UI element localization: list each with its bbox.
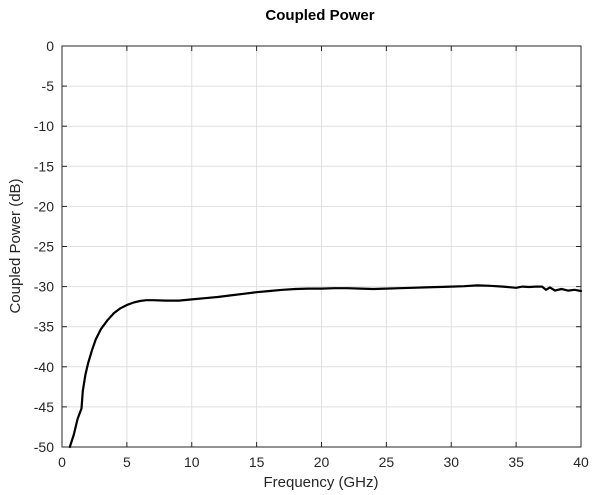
chart-title: Coupled Power: [265, 7, 374, 24]
series-group: [68, 284, 583, 449]
x-axis-label: Frequency (GHz): [263, 474, 378, 491]
y-tick-label: -15: [34, 158, 54, 174]
x-tick-label: 5: [123, 454, 131, 470]
x-tick-label: 0: [58, 454, 66, 470]
x-tick-label: 35: [508, 454, 524, 470]
grid-lines: [62, 46, 581, 447]
y-tick-label: -35: [34, 319, 54, 335]
x-tick-label: 15: [249, 454, 265, 470]
y-axis-label: Coupled Power (dB): [7, 178, 24, 313]
y-tick-label: -30: [34, 279, 54, 295]
x-tick-label: 20: [314, 454, 330, 470]
x-tick-label: 25: [379, 454, 395, 470]
y-tick-label: -5: [42, 78, 55, 94]
x-tick-label: 40: [573, 454, 589, 470]
y-tick-label: -40: [34, 359, 54, 375]
x-tick-labels: 0 5 10 15 20 25 30 35 40: [58, 454, 589, 470]
y-tick-label: 0: [46, 38, 54, 54]
y-tick-label: -25: [34, 239, 54, 255]
y-tick-label: -20: [34, 198, 54, 214]
axis-ticks: [61, 45, 582, 448]
y-tick-label: -10: [34, 118, 54, 134]
y-tick-label: -45: [34, 399, 54, 415]
x-tick-label: 30: [443, 454, 459, 470]
y-tick-labels: 0 -5 -10 -15 -20 -25 -30 -35 -40 -45 -50: [34, 38, 54, 455]
x-tick-label: 10: [184, 454, 200, 470]
series-line: [68, 284, 583, 449]
y-tick-label: -50: [34, 439, 54, 455]
